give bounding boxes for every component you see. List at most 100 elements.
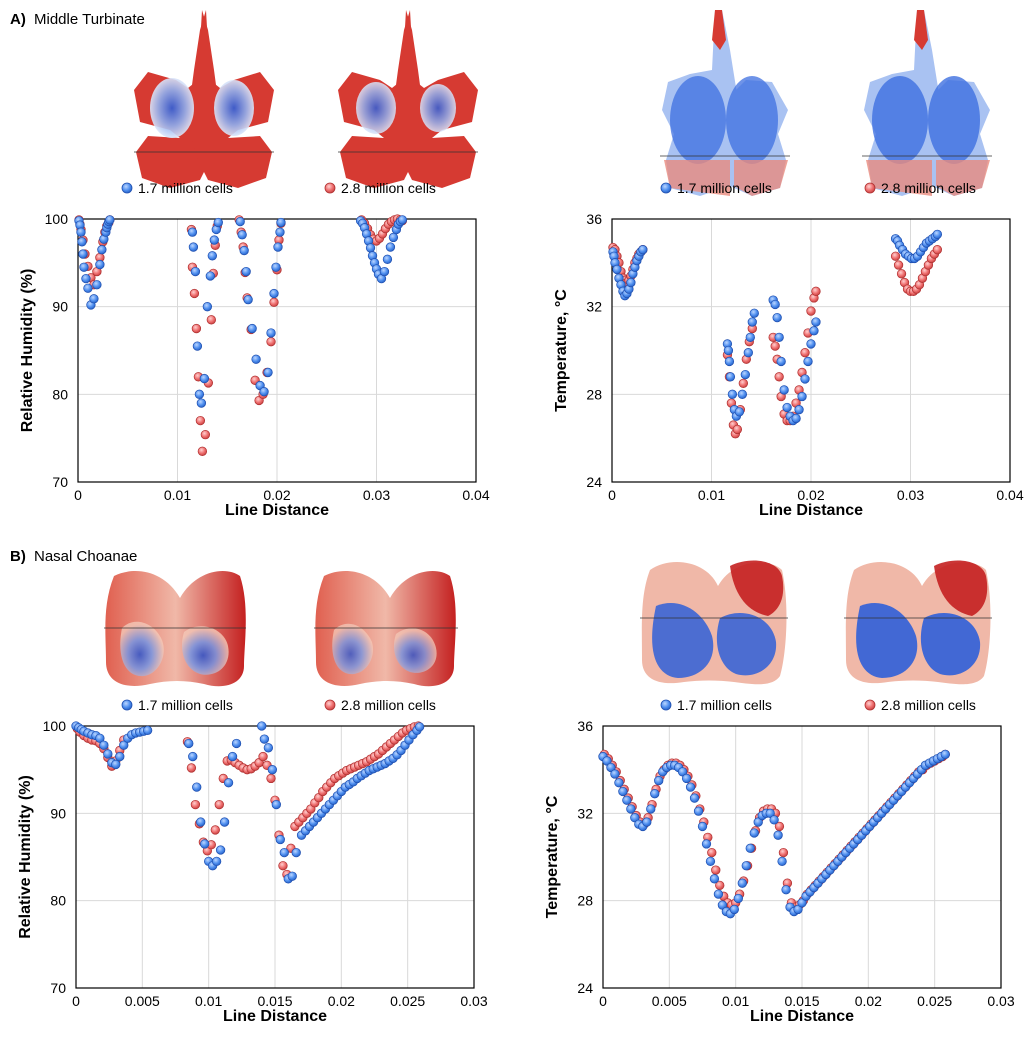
y-tick-label: 100 — [45, 211, 69, 227]
data-point — [213, 217, 223, 228]
data-point — [388, 232, 399, 243]
data-point — [697, 821, 708, 832]
x-tick-label: 0.03 — [363, 487, 390, 503]
data-point — [266, 773, 276, 784]
data-point — [940, 749, 950, 760]
contour-images-a — [134, 10, 992, 196]
data-point — [747, 317, 757, 327]
data-point — [932, 245, 943, 255]
data-point — [271, 799, 281, 810]
plot-frame — [75, 725, 475, 989]
data-point — [95, 733, 105, 743]
legend-marker — [121, 699, 133, 711]
data-point — [800, 374, 810, 384]
data-point — [770, 299, 780, 310]
data-point — [197, 446, 208, 456]
x-tick-label: 0.02 — [855, 993, 882, 1009]
y-axis-label: Temperature, °C — [544, 795, 561, 918]
data-point — [263, 367, 273, 378]
data-point — [276, 217, 286, 228]
data-point — [743, 348, 753, 358]
data-point — [650, 789, 660, 799]
data-point — [215, 845, 226, 855]
x-tick-label: 0.025 — [390, 993, 425, 1009]
data-point — [200, 430, 211, 440]
data-point — [782, 402, 792, 413]
series-1 — [608, 242, 943, 439]
data-point — [379, 266, 390, 277]
data-point — [235, 216, 245, 227]
legend-marker — [864, 699, 876, 711]
x-tick-label: 0.03 — [987, 993, 1014, 1009]
data-point — [83, 283, 93, 293]
data-point — [92, 280, 102, 290]
data-point — [219, 817, 230, 827]
data-point — [749, 828, 759, 838]
y-tick-label: 24 — [586, 474, 602, 490]
contour-a-humidity-coarse — [134, 10, 274, 188]
data-point — [227, 751, 238, 762]
data-point — [781, 885, 791, 895]
data-point — [273, 242, 283, 252]
x-tick-label: 0 — [608, 487, 616, 503]
y-tick-label: 28 — [586, 386, 602, 402]
y-tick-label: 90 — [52, 299, 68, 315]
data-point — [119, 740, 129, 750]
y-tick-label: 28 — [577, 893, 593, 909]
data-point — [794, 405, 804, 415]
legend-label: 2.8 million cells — [341, 697, 436, 713]
data-point — [95, 259, 105, 270]
x-axis-label: Line Distance — [750, 1008, 854, 1025]
data-point — [199, 373, 210, 384]
data-point — [115, 751, 125, 762]
legend-marker — [324, 699, 336, 711]
data-point — [271, 262, 281, 272]
data-point — [622, 795, 632, 805]
data-point — [774, 372, 784, 382]
contour-images-b — [104, 560, 992, 687]
data-point — [809, 326, 819, 336]
data-point — [626, 804, 636, 814]
y-tick-label: 32 — [577, 805, 593, 821]
data-point — [142, 725, 153, 736]
data-point — [729, 904, 739, 915]
chart-B-right: 0 0.005 0.01 0.015 0.02 0.025 0.03 24 28 32 36 Line… — [544, 697, 1015, 1025]
legend-label: 1.7 million cells — [677, 697, 772, 713]
data-point — [287, 871, 297, 881]
x-tick-label: 0.02 — [263, 487, 290, 503]
contour-b-temperature-coarse — [640, 560, 788, 685]
chart-B-left: 0 0.005 0.01 0.015 0.02 0.025 0.03 70 80 90 100 Lin… — [17, 697, 488, 1025]
data-point — [811, 286, 821, 296]
data-point — [223, 778, 234, 788]
y-tick-label: 70 — [50, 980, 66, 996]
data-point — [741, 861, 751, 871]
contour-a-temperature-fine — [862, 10, 992, 196]
series-0 — [74, 215, 408, 408]
data-point — [614, 778, 624, 788]
data-point — [188, 242, 199, 252]
data-point — [194, 389, 205, 399]
data-point — [654, 775, 664, 786]
data-point — [777, 856, 787, 867]
legend-marker — [660, 699, 672, 711]
data-point — [269, 288, 279, 299]
data-point — [89, 294, 99, 304]
data-point — [734, 407, 745, 417]
y-tick-label: 24 — [577, 980, 593, 996]
data-point — [191, 323, 202, 334]
data-point — [207, 251, 217, 261]
contour-a-humidity-fine — [338, 10, 478, 188]
section-b-letter: B) — [10, 548, 26, 565]
data-point — [267, 765, 277, 775]
data-point — [184, 738, 194, 749]
charts: 0 0.01 0.02 0.03 0.04 70 80 90 100 Line Distance R… — [17, 180, 1024, 1025]
data-point — [77, 237, 87, 247]
x-tick-label: 0.02 — [328, 993, 355, 1009]
x-tick-label: 0 — [72, 993, 80, 1009]
data-point — [275, 227, 285, 237]
data-point — [732, 424, 743, 435]
data-point — [202, 302, 213, 312]
x-tick-label: 0.01 — [722, 993, 749, 1009]
data-point — [266, 328, 276, 338]
